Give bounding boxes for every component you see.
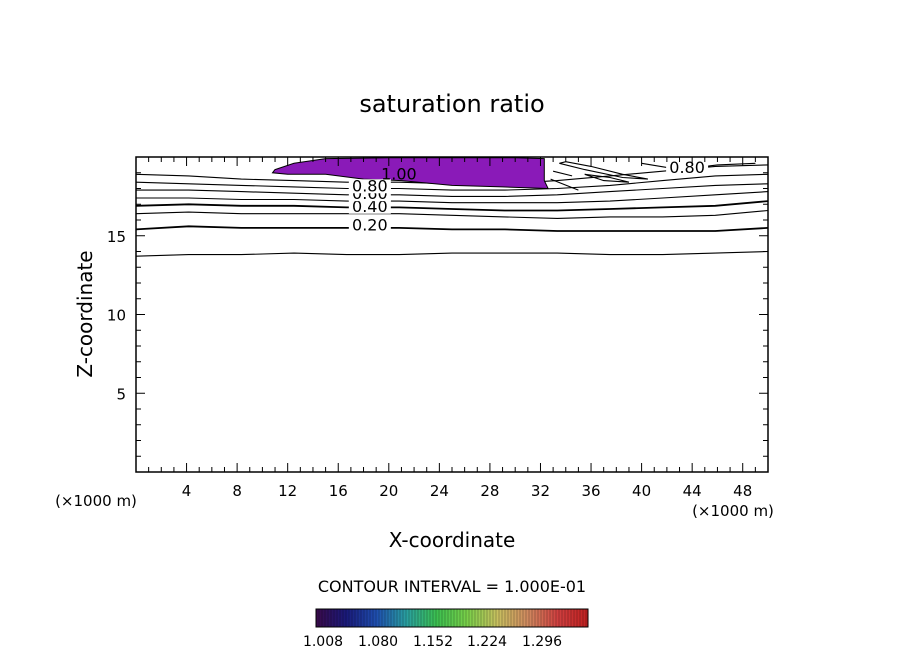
x-axis-ticks: 4 8 12 16 20 24 28 32 36 40 44 48 [135,157,769,500]
contour-line-0.3 [135,209,769,219]
y-axis-label: Z-coordinate [73,250,97,377]
contour-loop-4 [550,178,579,191]
contour-lines [135,161,769,257]
x-tick-label: 16 [329,482,348,500]
contour-loop-0 [559,161,649,180]
contour-label-bg [348,218,391,233]
contour-labels: 0.200.400.600.801.00 0.80 [348,158,709,235]
contour-line-0.4 [135,200,769,212]
colorbar-tick-label: 1.080 [358,634,398,650]
contour-label: 1.00 [381,164,417,183]
x-tick-label: 28 [480,482,499,500]
x-tick-label: 40 [632,482,651,500]
colorbar-gradient [315,608,589,628]
contour-line-0.2 [135,225,769,232]
contour-loop-3 [552,170,573,177]
contour-line-0.6 [136,183,769,197]
shaded-region-above-1 [271,157,549,190]
supersaturation-region [271,157,549,190]
x-tick-label: 32 [531,482,550,500]
colorbar-tick-labels: 1.008 1.080 1.152 1.224 1.296 [303,634,562,650]
colorbar-tick-label: 1.008 [303,634,343,650]
colorbar-tick-label: 1.224 [467,634,507,650]
contour-line-0.1 [135,250,769,257]
x-axis-label: X-coordinate [389,528,516,552]
contour-label: 0.80 [352,176,388,195]
x-tick-label: 12 [278,482,297,500]
colorbar-tick-label: 1.296 [522,634,562,650]
colorbar [315,608,589,628]
x-tick-label: 44 [683,482,702,500]
y-axis-ticks: 5 10 15 [107,156,768,473]
plot-frame [135,156,769,473]
contour-label-bg [348,199,391,214]
x-unit-left: (×1000 m) [55,492,137,510]
x-tick-label: 4 [182,482,192,500]
contour-label: 0.20 [352,216,388,235]
y-tick-label: 15 [107,228,126,246]
contour-interval-text: CONTOUR INTERVAL = 1.000E-01 [318,577,586,596]
chart-title: saturation ratio [359,90,544,118]
contour-label-bg [666,161,709,176]
x-tick-label: 20 [379,482,398,500]
y-tick-label: 5 [116,385,126,403]
x-tick-label: 36 [581,482,600,500]
x-tick-label: 24 [430,482,449,500]
contour-line-0.7 [135,173,769,191]
contour-label: 0.40 [352,197,388,216]
x-unit-right: (×1000 m) [692,502,774,520]
contour-label: 0.80 [669,158,705,177]
y-tick-label: 10 [107,307,126,325]
contour-line-0.5 [136,191,769,204]
colorbar-tick-label: 1.152 [413,634,453,650]
contour-loop-1 [584,173,630,183]
x-tick-label: 48 [733,482,752,500]
contour-label-bg [348,179,391,194]
x-tick-label: 8 [232,482,242,500]
